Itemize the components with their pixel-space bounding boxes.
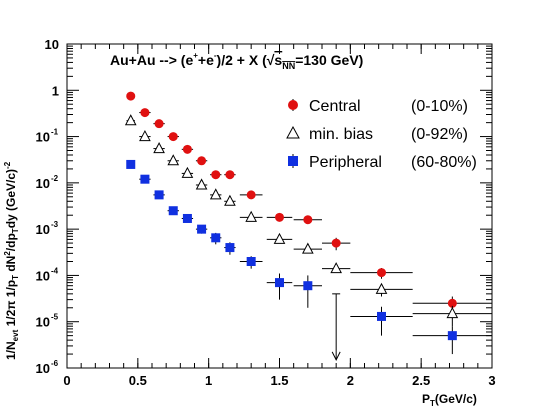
marker-square <box>246 256 256 266</box>
y-tick-label: 10 <box>45 37 59 52</box>
legend-range: (60-80%) <box>411 154 477 171</box>
marker-triangle <box>273 232 286 244</box>
x-tick-label: 2.5 <box>412 373 430 388</box>
legend-range: (0-92%) <box>411 126 468 143</box>
upper-limit-arrow <box>331 293 341 361</box>
marker-circle <box>377 268 386 278</box>
marker-triangle <box>195 178 208 190</box>
legend-entry: Central (0-10%) <box>288 98 468 115</box>
legend-range: (0-10%) <box>411 98 468 115</box>
x-tick-label: 1 <box>205 373 212 388</box>
legend-marker <box>286 125 300 139</box>
marker-square <box>275 278 284 288</box>
series-peripheral <box>126 159 492 355</box>
marker-square <box>168 206 178 216</box>
marker-triangle <box>124 114 137 126</box>
x-tick-label: 0 <box>63 373 70 388</box>
marker-circle <box>168 132 178 142</box>
y-tick-exponent: -6 <box>51 359 59 368</box>
y-tick-label: 10 <box>36 268 50 283</box>
legend-entry: Peripheral (60-80%) <box>288 154 477 171</box>
y-axis-title: 1/Nevt 1/2π 1/pT dN2/dpTdy (GeV/c)-2 <box>3 161 20 360</box>
marker-circle <box>197 156 207 166</box>
marker-triangle <box>302 242 314 254</box>
marker-triangle <box>181 166 194 178</box>
marker-circle <box>154 119 164 129</box>
y-tick-exponent: -1 <box>51 128 59 137</box>
marker-square <box>225 243 235 253</box>
marker-square <box>303 281 313 291</box>
marker-circle <box>211 170 221 180</box>
y-tick-exponent: -2 <box>51 174 59 183</box>
marker-triangle <box>139 129 151 142</box>
legend-label: Peripheral <box>309 154 382 171</box>
x-tick-label: 1.5 <box>270 373 288 388</box>
marker-triangle <box>209 188 222 200</box>
sqrt-symbol: √ <box>267 52 275 68</box>
y-tick-label: 10 <box>36 361 50 376</box>
legend-marker <box>288 100 298 110</box>
marker-square <box>447 331 457 341</box>
marker-square <box>377 311 386 321</box>
x-tick-label: 0.5 <box>129 373 147 388</box>
y-tick-label: 10 <box>36 222 50 237</box>
y-tick-label: 1 <box>52 83 59 98</box>
marker-circle <box>225 170 235 180</box>
x-tick-label: 2 <box>347 373 354 388</box>
y-tick-exponent: -5 <box>51 313 59 322</box>
marker-circle <box>126 91 136 101</box>
series-central <box>126 91 492 314</box>
y-tick-label: 10 <box>36 315 50 330</box>
y-tick-exponent: -3 <box>51 220 59 229</box>
y-tick-exponent: -4 <box>51 266 59 275</box>
y-tick-label: 10 <box>36 176 50 191</box>
x-axis-title: PT(GeV/c) <box>422 392 477 407</box>
marker-circle <box>331 238 341 248</box>
legend: Central (0-10%) min. bias (0-92%) Peripheral… <box>286 98 477 171</box>
marker-circle <box>182 144 192 154</box>
marker-triangle <box>153 142 165 154</box>
marker-square <box>211 233 221 243</box>
marker-triangle <box>446 306 459 319</box>
marker-circle <box>140 108 150 118</box>
marker-circle <box>246 190 256 200</box>
legend-entry: min. bias (0-92%) <box>286 125 468 143</box>
marker-triangle <box>224 194 236 206</box>
marker-square <box>197 224 207 234</box>
x-tick-label: 3 <box>488 373 495 388</box>
series-min-bias <box>124 114 492 327</box>
chart-title: Au+Au --> (e++e-)/2 + X (√sNN=130 GeV) <box>110 51 363 71</box>
marker-circle <box>275 212 284 222</box>
legend-marker <box>288 156 298 166</box>
marker-square <box>182 213 192 223</box>
marker-triangle <box>375 282 388 294</box>
marker-triangle <box>167 154 180 166</box>
y-tick-label: 10 <box>36 130 50 145</box>
legend-label: min. bias <box>309 126 373 143</box>
upper-limit-head <box>331 351 341 361</box>
marker-circle <box>447 298 457 308</box>
marker-square <box>140 174 150 184</box>
marker-square <box>154 190 164 200</box>
legend-label: Central <box>309 98 361 115</box>
marker-triangle <box>330 262 342 274</box>
marker-circle <box>303 215 313 225</box>
marker-triangle <box>245 210 257 222</box>
marker-square <box>126 159 136 169</box>
chart-marks <box>124 91 492 361</box>
